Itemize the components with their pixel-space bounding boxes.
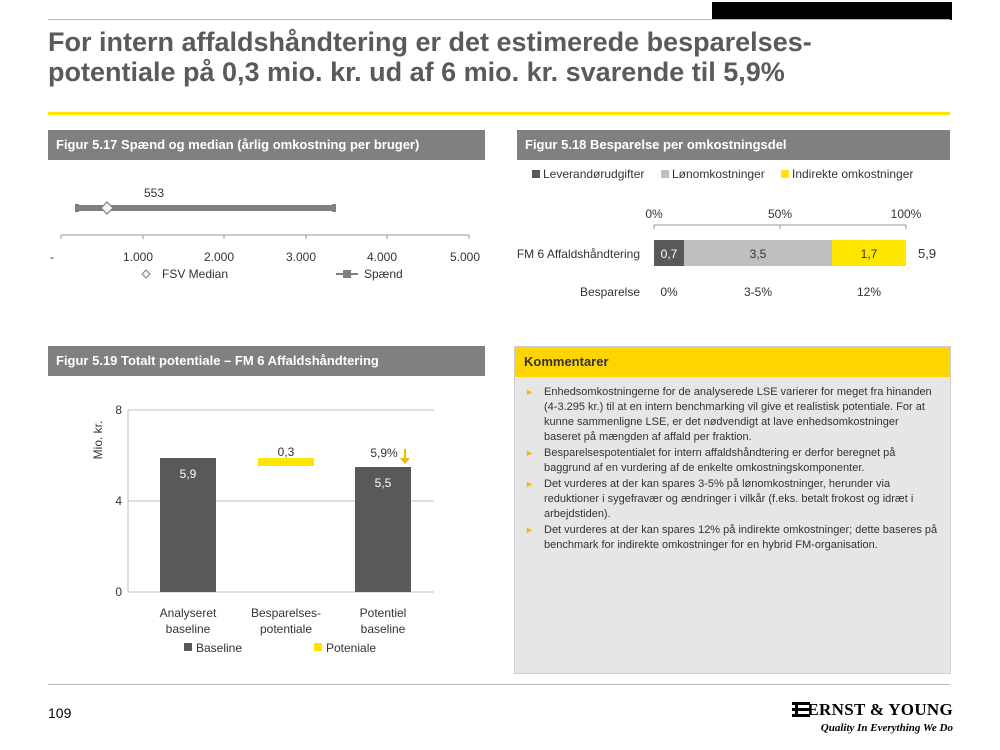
fig519-bar-potentiale [258, 458, 314, 466]
fig518-legend-label-0: Leverandørudgifter [543, 167, 644, 181]
fig519-ytick-4: 4 [115, 494, 122, 508]
fig517-tick-label-0: - [50, 250, 54, 264]
fig519-cat3-line1: Potentiel [360, 606, 407, 620]
bullet-arrow-icon: ► [525, 525, 534, 535]
ernst-young-logo: ERNST & YOUNG Quality In Everything We D… [792, 700, 957, 742]
header-black-bar [712, 2, 952, 20]
fig518-savings-0: 0% [660, 285, 678, 299]
fig519-bar-label-1: 0,3 [278, 445, 295, 459]
fig518-header: Figur 5.18 Besparelse per omkostningsdel [517, 130, 950, 160]
fig517-legend-median-label: FSV Median [162, 267, 228, 281]
fig519-header: Figur 5.19 Totalt potentiale – FM 6 Affa… [48, 346, 485, 376]
fig517-median-value: 553 [144, 186, 164, 200]
fig518-legend-swatch-0 [532, 170, 540, 178]
fig517-legend-span-label: Spænd [364, 267, 403, 281]
bullet-arrow-icon: ► [525, 387, 534, 397]
fig519-cat2-line2: potentiale [260, 622, 312, 636]
fig519-cat2-line1: Besparelses- [251, 606, 321, 620]
comments-panel: Kommentarer ► Enhedsomkostningerne for de… [514, 346, 951, 674]
fig518-segment-lon [684, 240, 832, 266]
fig519-cat3-line2: baseline [361, 622, 406, 636]
down-arrow-icon [400, 449, 410, 464]
fig519-chart: Mio. kr. 8 4 0 5,9 0,3 5,5 5,9% Analyser… [91, 403, 434, 655]
fig517-tick-label-1: 1.000 [123, 250, 153, 264]
logo-wordmark: ERNST & YOUNG [807, 700, 953, 719]
fig518-axis-tick-1: 50% [768, 207, 792, 221]
fig517-span-bar [75, 205, 336, 211]
fig519-cat1-line1: Analyseret [160, 606, 217, 620]
fig518-segment-leverandor [654, 240, 684, 266]
fig518-total: 5,9 [918, 246, 936, 261]
fig517-span-cap-right [332, 204, 336, 212]
fig518-legend-swatch-2 [781, 170, 789, 178]
fig517-header: Figur 5.17 Spænd og median (årlig omkost… [48, 130, 485, 160]
comment-text: Enhedsomkostningerne for de analyserede … [544, 386, 932, 443]
fig518-segment-indirekte [832, 240, 906, 266]
page-title: For intern affaldshåndtering er det esti… [48, 27, 948, 87]
fig519-bar-analyseret [160, 458, 216, 592]
fig519-bar-label-2: 5,5 [375, 476, 392, 490]
fig518-axis-tick-2: 100% [891, 207, 922, 221]
bullet-arrow-icon: ► [525, 479, 534, 489]
ey-beam-icon [792, 702, 810, 717]
fig518-row-label: FM 6 Affaldshåndtering [517, 247, 640, 261]
fig517-span-cap-left [75, 204, 79, 212]
comments-list: ► Enhedsomkostningerne for de analyserede… [515, 377, 950, 553]
fig518-segment-label-0: 0,7 [661, 247, 678, 261]
top-divider [48, 19, 950, 20]
title-underline [48, 112, 950, 115]
fig518-axis-tick-0: 0% [645, 207, 663, 221]
fig517-tick-label-2: 2.000 [204, 250, 234, 264]
fig519-pct-label: 5,9% [370, 446, 398, 460]
fig517-tick-label-3: 3.000 [286, 250, 316, 264]
comments-header: Kommentarer [515, 347, 950, 377]
fig519-ytick-0: 0 [115, 585, 122, 599]
comment-item: ► Besparelsespotentialet for intern affal… [525, 446, 938, 476]
bullet-arrow-icon: ► [525, 448, 534, 458]
fig518-savings-1: 3-5% [744, 285, 772, 299]
fig519-ytick-8: 8 [115, 403, 122, 417]
fig517-median-marker [100, 201, 114, 215]
comment-text: Det vurderes at der kan spares 12% på in… [544, 524, 938, 551]
fig517-tick-label-4: 4.000 [367, 250, 397, 264]
fig519-legend-potentiale: Poteniale [326, 641, 376, 655]
comment-item: ► Det vurderes at der kan spares 3-5% på … [525, 477, 938, 522]
comment-item: ► Det vurderes at der kan spares 12% på i… [525, 523, 938, 553]
comment-text: Besparelsespotentialet for intern affald… [544, 447, 896, 474]
fig517-legend-median-icon [141, 269, 151, 279]
fig518-chart: Leverandørudgifter Lønomkostninger Indir… [517, 167, 936, 299]
fig518-legend-label-1: Lønomkostninger [672, 167, 765, 181]
fig519-cat1-line2: baseline [166, 622, 211, 636]
page-number: 109 [48, 705, 72, 721]
fig517-legend-span-icon [343, 270, 351, 278]
fig518-segment-label-2: 1,7 [861, 247, 878, 261]
fig518-segment-label-1: 3,5 [750, 247, 767, 261]
comment-item: ► Enhedsomkostningerne for de analyserede… [525, 385, 938, 445]
footer-divider [48, 684, 950, 685]
fig519-ylabel: Mio. kr. [91, 421, 105, 460]
fig517-tick-label-5: 5.000 [450, 250, 480, 264]
logo-tagline: Quality In Everything We Do [820, 722, 953, 734]
fig519-bar-label-0: 5,9 [180, 467, 197, 481]
fig518-savings-2: 12% [857, 285, 881, 299]
fig518-legend-swatch-1 [661, 170, 669, 178]
fig519-legend-swatch-potentiale [314, 643, 322, 651]
page-title-line-2: potentiale på 0,3 mio. kr. ud af 6 mio. … [48, 57, 785, 87]
fig519-legend-baseline: Baseline [196, 641, 242, 655]
fig518-savings-label: Besparelse [580, 285, 640, 299]
comment-text: Det vurderes at der kan spares 3-5% på l… [544, 478, 914, 520]
fig517-chart: 553 - 1.000 2.000 3.000 4.000 5.000 FSV … [50, 186, 480, 281]
fig519-legend-swatch-baseline [184, 643, 192, 651]
page-title-line-1: For intern affaldshåndtering er det esti… [48, 27, 812, 57]
fig518-legend-label-2: Indirekte omkostninger [792, 167, 913, 181]
fig519-bar-potentiel [355, 467, 411, 592]
